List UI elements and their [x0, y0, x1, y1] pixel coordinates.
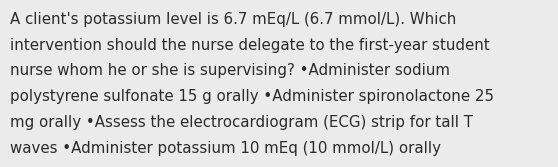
Text: A client's potassium level is 6.7 mEq/L (6.7 mmol/L). Which: A client's potassium level is 6.7 mEq/L …: [10, 12, 456, 27]
Text: intervention should the nurse delegate to the first-year student: intervention should the nurse delegate t…: [10, 38, 490, 53]
Text: mg orally •Assess the electrocardiogram (ECG) strip for tall T: mg orally •Assess the electrocardiogram …: [10, 115, 473, 130]
Text: polystyrene sulfonate 15 g orally •Administer spironolactone 25: polystyrene sulfonate 15 g orally •Admin…: [10, 89, 494, 104]
Text: waves •Administer potassium 10 mEq (10 mmol/L) orally: waves •Administer potassium 10 mEq (10 m…: [10, 141, 441, 156]
Text: nurse whom he or she is supervising? •Administer sodium: nurse whom he or she is supervising? •Ad…: [10, 63, 450, 78]
